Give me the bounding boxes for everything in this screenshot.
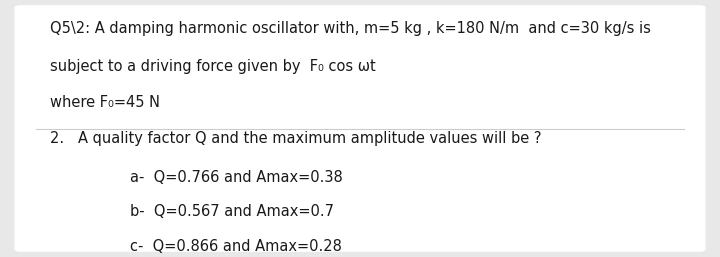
Text: 2.   A quality factor Q and the maximum amplitude values will be ?: 2. A quality factor Q and the maximum am…: [50, 131, 542, 146]
Text: subject to a driving force given by  F₀ cos ωt: subject to a driving force given by F₀ c…: [50, 59, 376, 74]
Text: b-  Q=0.567 and Amax=0.7: b- Q=0.567 and Amax=0.7: [130, 204, 333, 219]
Text: where F₀=45 N: where F₀=45 N: [50, 95, 161, 110]
Text: c-  Q=0.866 and Amax=0.28: c- Q=0.866 and Amax=0.28: [130, 239, 341, 254]
FancyBboxPatch shape: [14, 5, 706, 252]
Text: Q5\2: A damping harmonic oscillator with, m=5 kg , k=180 N/m  and c=30 kg/s is: Q5\2: A damping harmonic oscillator with…: [50, 21, 652, 35]
Text: a-  Q=0.766 and Amax=0.38: a- Q=0.766 and Amax=0.38: [130, 170, 342, 185]
